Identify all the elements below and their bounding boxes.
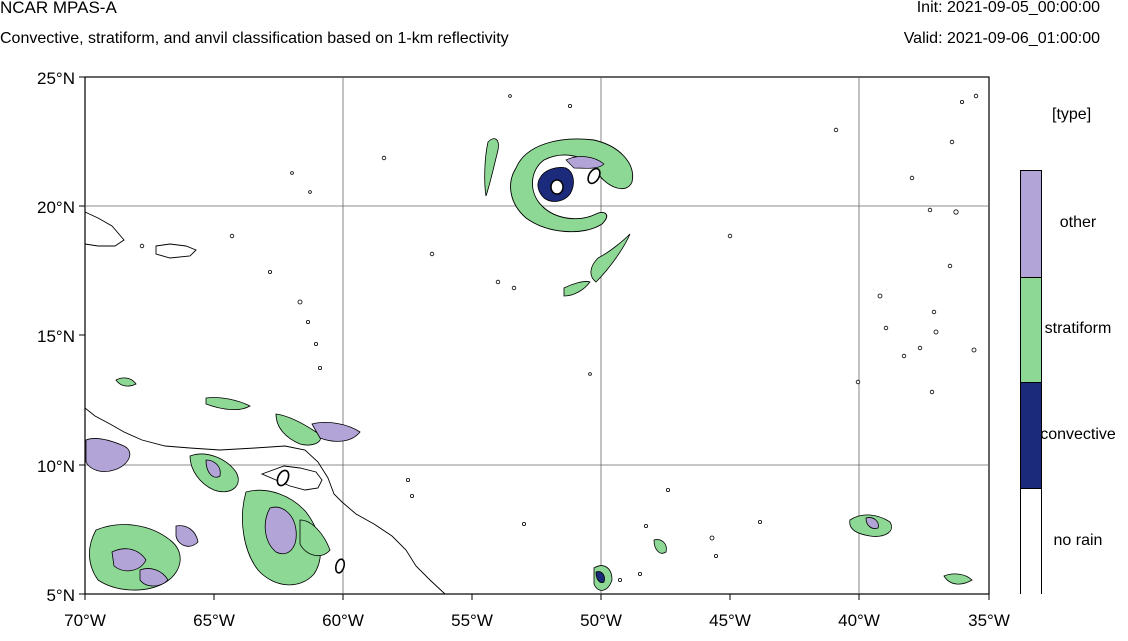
contour-ring-b bbox=[334, 558, 346, 574]
cluster-other-a bbox=[205, 459, 221, 478]
coastline-hispaniola bbox=[84, 211, 125, 247]
lat-label-5n: 5°N bbox=[46, 586, 75, 605]
atlantic-precip bbox=[593, 514, 973, 591]
lon-label-65w: 65°W bbox=[193, 611, 235, 630]
axis-ticks bbox=[79, 76, 990, 600]
trailing-cell bbox=[563, 281, 591, 297]
contour-ring-a bbox=[276, 469, 290, 487]
legend-swatch-stratiform bbox=[1021, 276, 1041, 383]
coastline-trinidad bbox=[260, 465, 323, 491]
cluster-other-west bbox=[85, 438, 131, 472]
map-title: NCAR MPAS-A bbox=[0, 0, 117, 17]
lon-label-70w: 70°W bbox=[64, 611, 106, 630]
lon-label-50w: 50°W bbox=[580, 611, 622, 630]
legend-label-stratiform: stratiform bbox=[1044, 320, 1112, 337]
hurricane-precip bbox=[484, 138, 634, 297]
cluster-other-e bbox=[264, 506, 297, 555]
legend-label-no-rain: no rain bbox=[1053, 532, 1103, 549]
cluster-other-f bbox=[175, 525, 199, 547]
lon-label-60w: 60°W bbox=[322, 611, 364, 630]
eye-no-rain bbox=[550, 179, 564, 195]
valid-time: Valid: 2021-09-06_01:00:00 bbox=[903, 30, 1100, 47]
cell-south-convective bbox=[595, 571, 605, 583]
coastline-puerto-rico bbox=[155, 243, 197, 259]
anvil-other bbox=[565, 156, 605, 169]
legend-swatch-other bbox=[1021, 171, 1041, 277]
lon-label-40w: 40°W bbox=[838, 611, 880, 630]
cell-south-b bbox=[653, 539, 667, 554]
lon-label-55w: 55°W bbox=[451, 611, 493, 630]
legend-title: [type] bbox=[1052, 106, 1092, 123]
map-subtitle: Convective, stratiform, and anvil classi… bbox=[0, 30, 509, 47]
lon-label-45w: 45°W bbox=[709, 611, 751, 630]
caribbean-precip bbox=[85, 377, 361, 591]
cell-east-b bbox=[865, 517, 879, 529]
cluster-stratiform-b bbox=[275, 413, 321, 446]
lat-label-25n: 25°N bbox=[37, 69, 75, 88]
cluster-other-d bbox=[111, 548, 147, 572]
cluster-small-1 bbox=[115, 377, 137, 387]
cluster-other-g bbox=[139, 568, 169, 587]
lon-label-35w: 35°W bbox=[968, 611, 1010, 630]
legend-swatch-convective bbox=[1021, 382, 1041, 489]
cluster-stratiform-c bbox=[205, 397, 251, 410]
coastlines bbox=[84, 211, 446, 595]
cluster-stratiform-f bbox=[299, 519, 331, 557]
trailing-band bbox=[590, 233, 631, 283]
lat-label-15n: 15°N bbox=[37, 327, 75, 346]
legend-swatch-no-rain bbox=[1021, 487, 1041, 594]
cluster-other-b bbox=[311, 422, 361, 442]
coastline-south-america bbox=[84, 407, 446, 595]
legend-label-convective: convective bbox=[1040, 426, 1116, 443]
lat-label-20n: 20°N bbox=[37, 198, 75, 217]
contour-ring bbox=[587, 167, 601, 185]
init-time: Init: 2021-09-05_00:00:00 bbox=[916, 0, 1100, 16]
legend-colorbar bbox=[1020, 170, 1042, 594]
isolated-cells bbox=[139, 93, 979, 583]
legend-label-other: other bbox=[1059, 214, 1097, 231]
cell-se-a bbox=[943, 573, 973, 585]
lat-label-10n: 10°N bbox=[37, 457, 75, 476]
outer-rainband bbox=[484, 138, 499, 197]
